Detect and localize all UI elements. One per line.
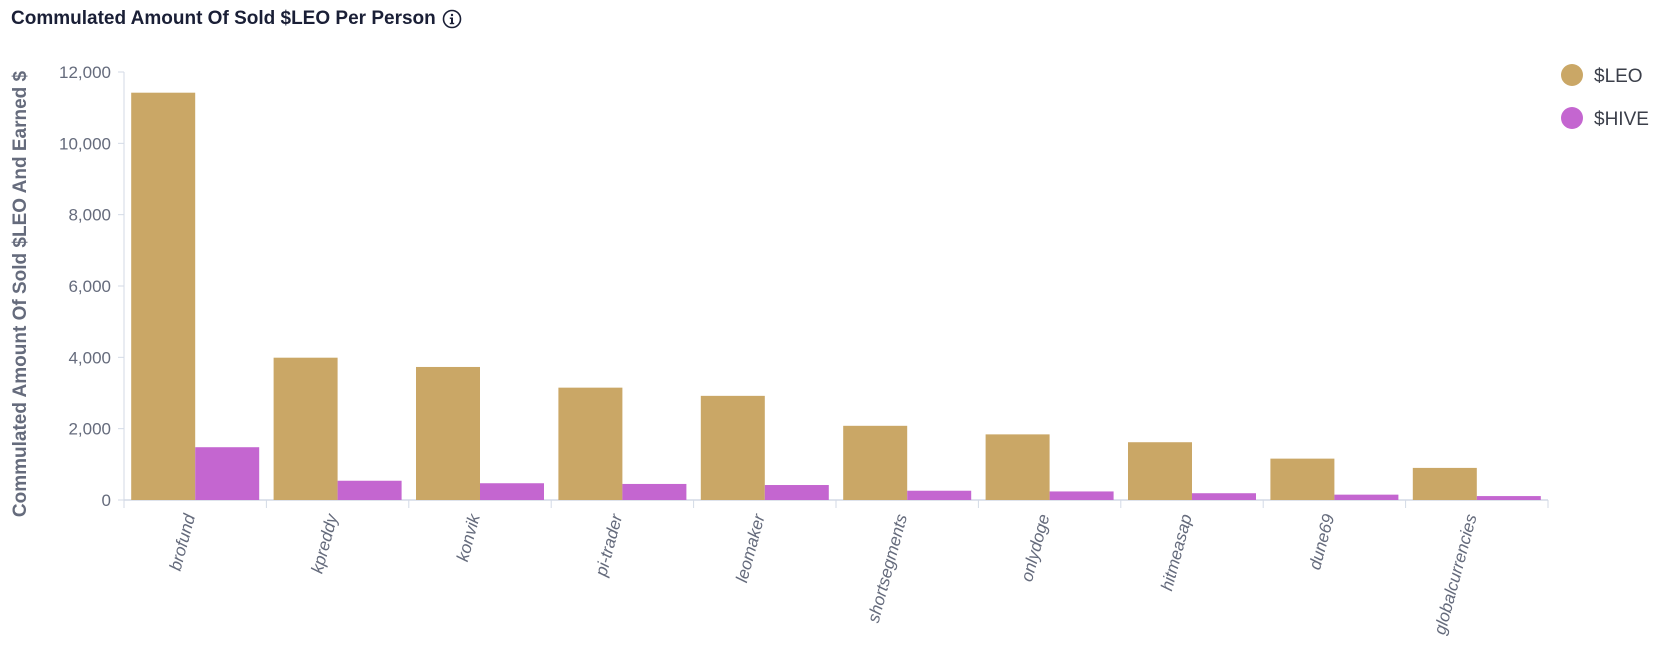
bar-hive[interactable] xyxy=(1192,493,1256,500)
x-category-label: pi-trader xyxy=(591,511,626,579)
legend-swatch[interactable] xyxy=(1561,107,1583,129)
x-category-label: shortsegments xyxy=(864,512,911,625)
bar-leo[interactable] xyxy=(985,434,1050,500)
x-category-label: onlydoge xyxy=(1017,512,1053,584)
y-tick-label: 6,000 xyxy=(68,277,111,296)
legend: $LEO $HIVE xyxy=(1561,64,1649,130)
x-category-label: kpreddy xyxy=(307,511,341,576)
bar-leo[interactable] xyxy=(700,395,765,500)
legend-label[interactable]: $HIVE xyxy=(1594,109,1649,130)
bar-hive[interactable] xyxy=(195,447,260,500)
bar-hive[interactable] xyxy=(907,490,972,500)
x-category-label: konvik xyxy=(453,511,484,564)
bar-hive[interactable] xyxy=(337,480,402,500)
y-tick-label: 0 xyxy=(102,491,111,510)
bar-hive[interactable] xyxy=(480,483,544,500)
x-category-label: dune69 xyxy=(1305,512,1338,572)
bar-leo[interactable] xyxy=(131,92,196,500)
bar-leo[interactable] xyxy=(1270,458,1335,500)
chart-title: Commulated Amount Of Sold $LEO Per Perso… xyxy=(11,8,436,29)
x-category-label: hitmeasap xyxy=(1157,512,1196,593)
bar-hive[interactable] xyxy=(622,483,687,500)
bar-leo[interactable] xyxy=(1412,467,1477,500)
bar-hive[interactable] xyxy=(764,485,829,500)
bar-hive[interactable] xyxy=(1334,494,1399,500)
y-tick-label: 12,000 xyxy=(59,63,111,82)
x-category-label: globalcurrencies xyxy=(1430,512,1481,637)
info-circle-icon[interactable] xyxy=(442,9,462,29)
y-tick-label: 8,000 xyxy=(68,206,111,225)
bar-leo[interactable] xyxy=(273,357,338,500)
bar-hive[interactable] xyxy=(1476,496,1541,500)
y-tick-label: 4,000 xyxy=(68,348,111,367)
x-axis: brofund kpreddy konvik pi-trader leomaker sho… xyxy=(123,499,1549,637)
bars xyxy=(131,92,1541,500)
x-category-label: brofund xyxy=(166,512,199,573)
y-axis: 0 2,000 4,000 6,000 8,000 10,000 12,000 xyxy=(59,63,125,510)
bar-leo[interactable] xyxy=(843,425,908,500)
bar-leo[interactable] xyxy=(558,387,623,500)
x-category-label: leomaker xyxy=(732,511,769,585)
bar-leo[interactable] xyxy=(1128,442,1192,500)
bar-hive[interactable] xyxy=(1049,491,1114,500)
y-tick-label: 2,000 xyxy=(68,420,111,439)
y-axis-title: Commulated Amount Of Sold $LEO And Earne… xyxy=(10,70,31,517)
y-tick-label: 10,000 xyxy=(59,134,111,153)
legend-label[interactable]: $LEO xyxy=(1594,66,1643,87)
legend-swatch[interactable] xyxy=(1561,64,1583,86)
chart-header: Commulated Amount Of Sold $LEO Per Perso… xyxy=(11,5,462,33)
bar-leo[interactable] xyxy=(416,366,480,500)
